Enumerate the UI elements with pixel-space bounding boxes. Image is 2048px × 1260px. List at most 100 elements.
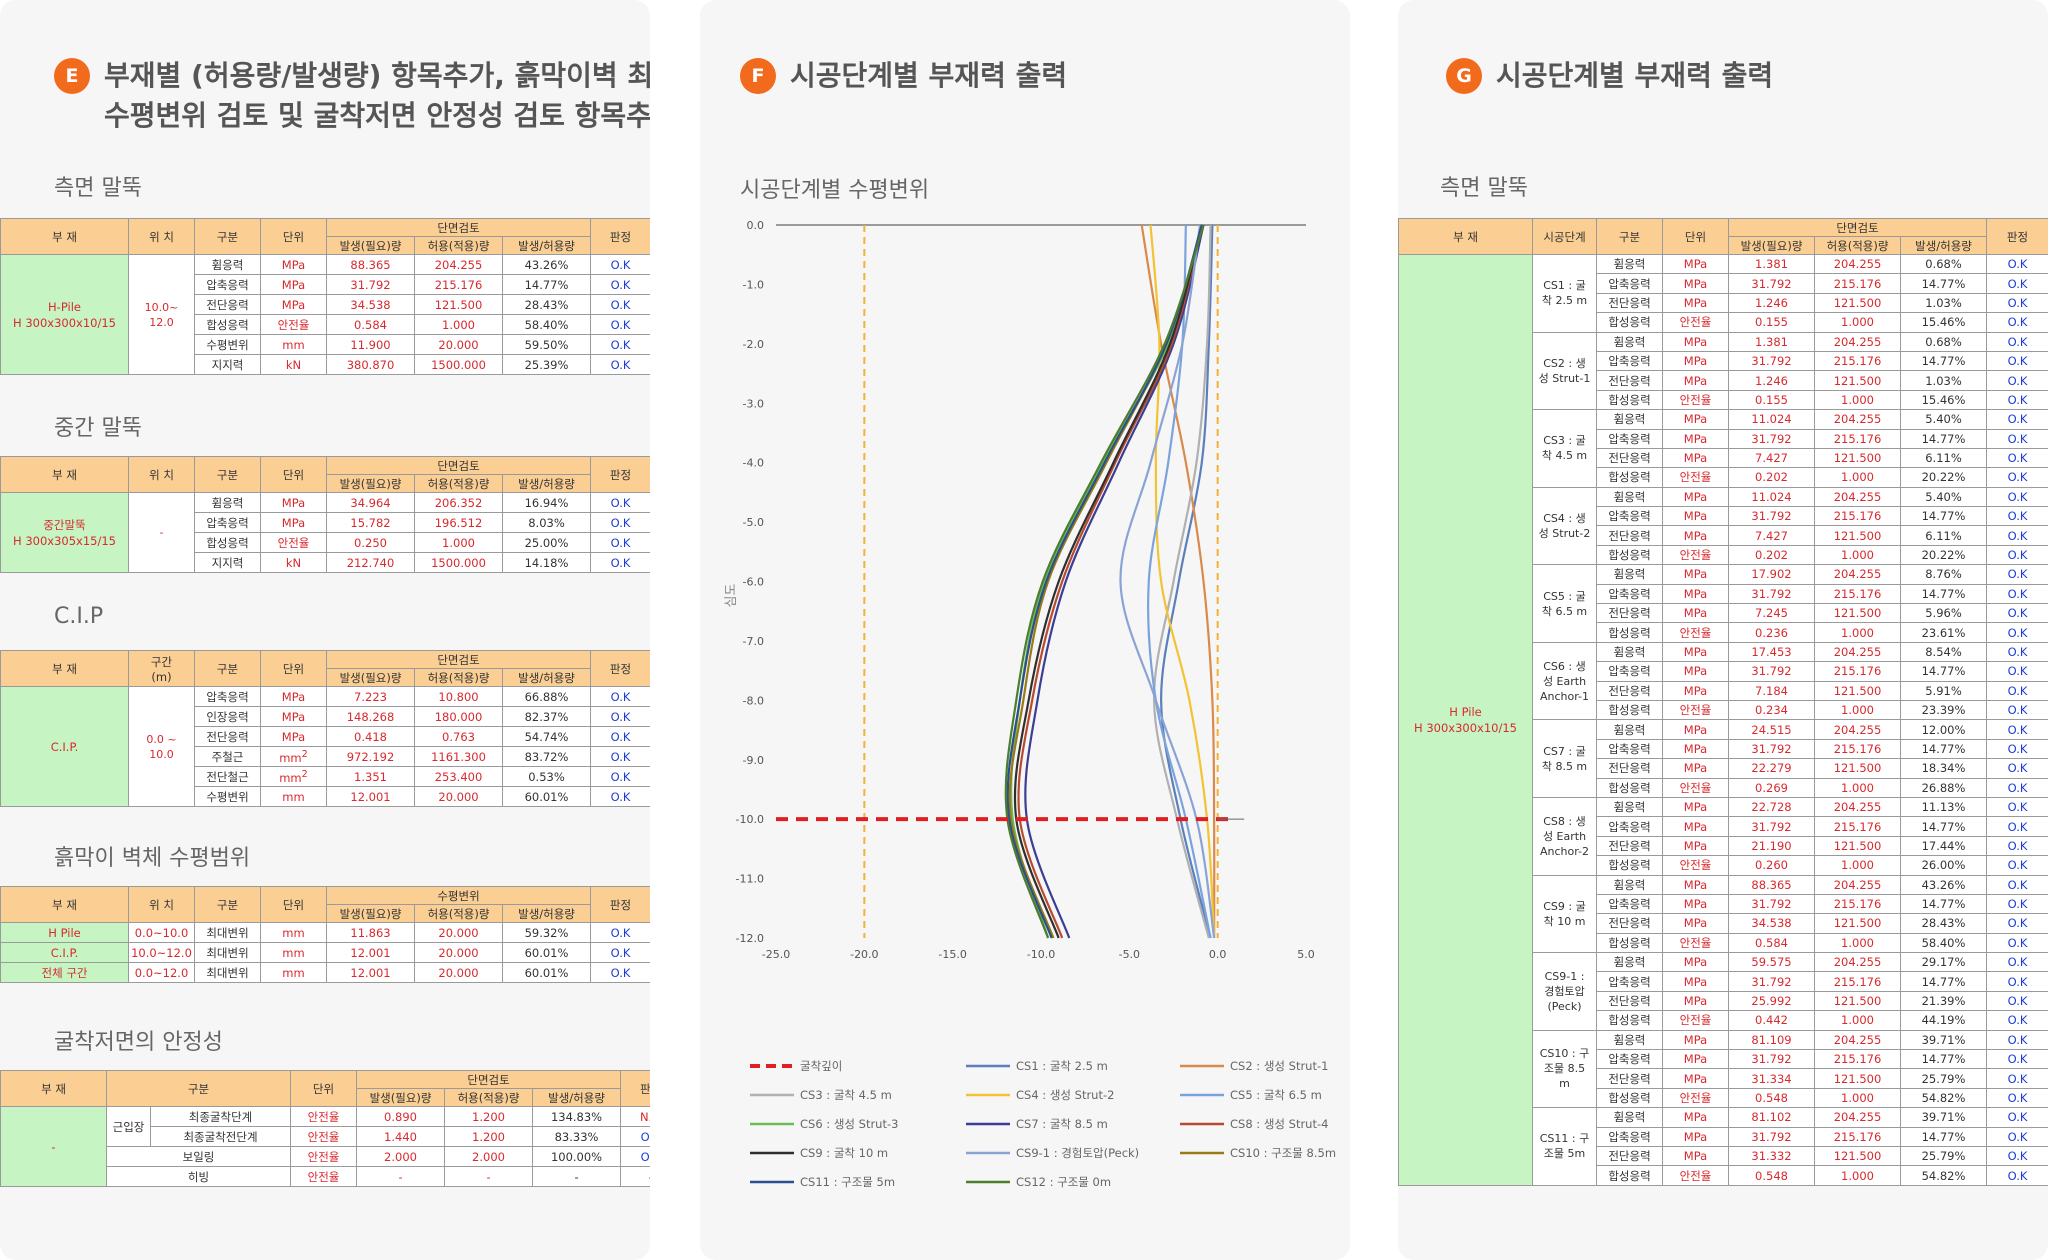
table-row: CS10 : 구 조물 8.5 m 휨응력 MPa 81.109 204.255 39.71%… [1399, 1029, 2048, 1109]
y-tick-label: -6.0 [743, 576, 764, 589]
cell-verdict: O.K [1986, 467, 2048, 488]
cell-occur: 34.538 [1728, 913, 1815, 934]
y-tick-label: 0.0 [747, 219, 765, 232]
header-position: 위 치 [128, 886, 195, 923]
cell-verdict: O.K [1986, 699, 2048, 721]
cell-category: 압축응력 [1596, 738, 1663, 760]
cell-unit: MPa [1662, 428, 1729, 449]
cell-allow: 20.000 [414, 922, 503, 943]
cell-verdict: O.K [1986, 971, 2048, 992]
cell-verdict: O.K [1986, 816, 2048, 837]
cell-material: H Pile [0, 922, 129, 943]
header-ratio: 발생/허용량 [501, 236, 592, 255]
cell-ratio: 54.82% [1899, 1087, 1988, 1109]
header-verdict: 판정 [590, 650, 650, 687]
table-row: 합성응력 안전율 0.548 1.000 54.82% O.K [1399, 1087, 2048, 1109]
table-row: 인장응력 MPa 148.268 180.000 82.37% O.K [1, 706, 650, 727]
cell-occur: 31.792 [1728, 738, 1815, 760]
cell-category: 휨응력 [1596, 719, 1663, 740]
legend-label: CS5 : 굴착 6.5 m [1230, 1088, 1322, 1102]
series-line [1010, 224, 1205, 939]
cell-occur: 11.863 [326, 922, 415, 943]
cell-category: 압축응력 [1596, 816, 1663, 837]
cell-allow: 206.352 [414, 492, 503, 513]
cell-occur: 24.515 [1728, 719, 1815, 740]
cell-occur: 31.792 [1728, 661, 1815, 682]
cell-occur: 31.792 [326, 274, 415, 295]
cell-verdict: O.K [1986, 680, 2048, 701]
cell-unit: 안전율 [1662, 1010, 1729, 1031]
cell-category: 전단응력 [1596, 1145, 1663, 1167]
cell-ratio: - [532, 1166, 622, 1187]
header-category: 구분 [194, 456, 261, 493]
cell-unit: 안전율 [1662, 932, 1729, 954]
cell-allow: 121.500 [1814, 525, 1901, 546]
cell-category: 압축응력 [194, 274, 261, 295]
cell-allow: 215.176 [1814, 661, 1901, 682]
cell-allow: 2.000 [444, 1146, 534, 1167]
section-title-mid-pile: 중간 말뚝 [54, 416, 142, 441]
cell-unit: MPa [1662, 525, 1729, 546]
table-row: C.I.P. 10.0~12.0 최대변위 mm 12.001 20.000 60.01% O… [0, 942, 650, 963]
header-position: 위 치 [128, 218, 195, 255]
cell-verdict: O.K [1986, 253, 2048, 275]
cell-occur: 11.900 [326, 334, 415, 355]
cell-unit: MPa [260, 726, 327, 747]
x-tick-label: -15.0 [938, 948, 966, 961]
table-row: 압축응력 MPa 31.792 215.176 14.77% O.K [1399, 661, 2048, 682]
cell-unit: MPa [1662, 292, 1729, 314]
table-row: 압축응력 MPa 31.792 215.176 14.77% O.K [1399, 1049, 2048, 1070]
table-row: 수평변위 mm 12.001 20.000 60.01% O.K [1, 786, 650, 807]
header-group: 단면검토 [325, 650, 592, 669]
cell-unit: mm [260, 962, 327, 983]
cell-occur: 31.334 [1728, 1068, 1815, 1089]
cell-unit: MPa [260, 294, 327, 315]
cell-verdict: O.K [1986, 758, 2048, 779]
series-line [1119, 224, 1216, 939]
cell-verdict: O.K [590, 686, 650, 707]
cell-allow: 121.500 [414, 294, 503, 315]
cell-allow: 20.000 [414, 334, 503, 355]
cell-verdict: O.K [590, 962, 650, 983]
panel-g-title: 시공단계별 부재력 출력 [1496, 59, 1774, 92]
cell-unit: MPa [1662, 1068, 1729, 1089]
cell-ratio: 15.46% [1899, 312, 1988, 333]
cell-ratio: 5.40% [1899, 409, 1988, 430]
table-row: 합성응력 안전율 0.442 1.000 44.19% O.K [1399, 1010, 2048, 1031]
table-row: 합성응력 안전율 0.548 1.000 54.82% O.K [1399, 1165, 2048, 1186]
cell-unit: MPa [1662, 913, 1729, 934]
table-row: 전단응력 MPa 1.246 121.500 1.03% O.K [1399, 370, 2048, 391]
header-occur: 발생(필요)량 [356, 1088, 446, 1107]
cell-allow: 253.400 [414, 766, 503, 787]
y-tick-label: -3.0 [743, 397, 764, 410]
cell-verdict: O.K [1986, 331, 2048, 352]
cell-occur: 0.418 [326, 726, 415, 747]
cell-category: 합성응력 [1596, 467, 1663, 488]
header-allow: 허용(적용)량 [414, 668, 503, 687]
cell-category: 휨응력 [1596, 952, 1663, 973]
header-material: 부 재 [1398, 218, 1533, 255]
table-row: 압축응력 MPa 31.792 215.176 14.77% O.K [1, 274, 650, 295]
cell-verdict: O.K [590, 294, 650, 315]
cell-verdict: O.K [1986, 273, 2048, 294]
cell-category: 전단응력 [194, 294, 261, 315]
cell-verdict: O.K [620, 1146, 650, 1167]
header-category: 구분 [194, 218, 261, 255]
cell-occur: 12.001 [326, 962, 415, 983]
table-row: 합성응력 안전율 0.236 1.000 23.61% O.K [1399, 622, 2048, 643]
cell-verdict: O.K [1986, 564, 2048, 585]
panel-f: F 시공단계별 부재력 출력 시공단계별 수평변위 0.0 -1.0 -2.0 -3.… [700, 0, 1350, 1260]
cell-verdict: O.K [1986, 932, 2048, 954]
cell-allow: 215.176 [1814, 816, 1901, 837]
cell-allow: 204.255 [1814, 952, 1901, 973]
cell-category: 합성응력 [1596, 1165, 1663, 1186]
cell-occur: 1.351 [326, 766, 415, 787]
header-ratio: 발생/허용량 [1899, 236, 1988, 255]
cell-occur: 31.332 [1728, 1145, 1815, 1167]
cell-allow: 1.000 [1814, 1010, 1901, 1031]
